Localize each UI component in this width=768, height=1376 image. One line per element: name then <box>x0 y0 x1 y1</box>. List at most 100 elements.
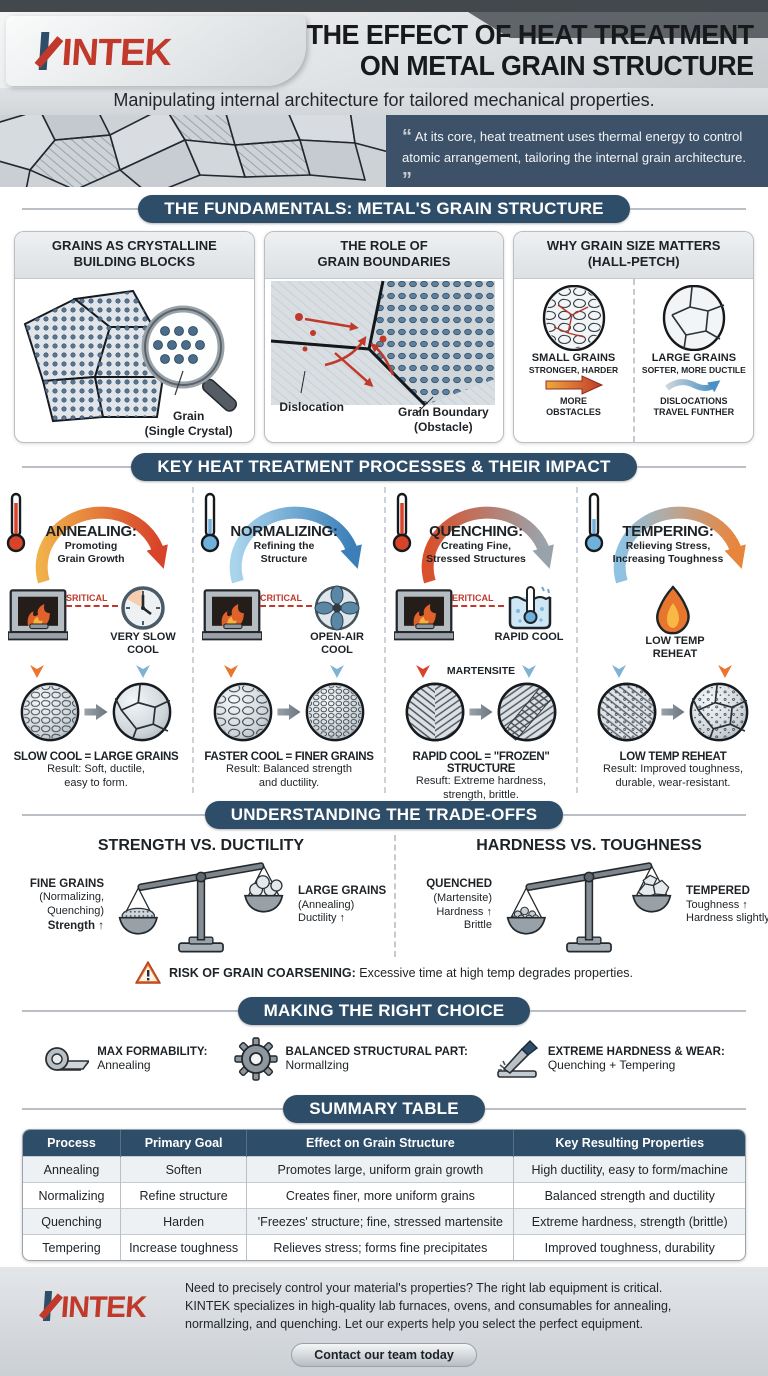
process-tempering: TEMPERING: Relieving Stress, Increasing … <box>576 487 768 793</box>
card-grains-building-blocks: GRAINS AS CRYSTALLINE BUILDING BLOCKS <box>14 231 255 443</box>
rolled-sheet-icon <box>45 1047 90 1071</box>
page-title-line1: THE EFFECT OF HEAT TREATMENT <box>307 19 754 50</box>
section-header-fundamentals: THE FUNDAMENTALS: METAL'S GRAIN STRUCTUR… <box>22 195 747 223</box>
logo-text: INTEK <box>59 1291 148 1325</box>
hardness-vs-toughness: HARDNESS VS. TOUGHNESS QUENCHED (Martens… <box>394 835 768 957</box>
tempering-arc-icon <box>613 506 746 584</box>
transform-arrow-icon <box>84 704 108 720</box>
page-title: THE EFFECT OF HEAT TREATMENT ON METAL GR… <box>307 19 754 82</box>
grain-after-icon <box>689 682 749 742</box>
annealing-arc-icon <box>35 506 168 584</box>
card-title: WHY GRAIN SIZE MATTERS (HALL-PETCH) <box>514 232 754 279</box>
balance-scale-icon <box>118 862 284 953</box>
critical-line-label: SRITICAL <box>66 593 118 607</box>
dislocations-travel-arrow-icon <box>665 379 721 393</box>
table-row: Annealing Soften Promotes large, uniform g… <box>23 1156 745 1183</box>
strength-vs-ductility: STRENGTH VS. DUCTILITY FINE GRAINS (Norm… <box>8 835 394 957</box>
grain-crystal-illustration <box>23 289 238 423</box>
banner: “ At its core, heat treatment uses therm… <box>0 115 768 191</box>
logo-plate: INTEK <box>6 16 306 86</box>
choice-row: MAX FORMABILITY: Annealing BALANCED STRU… <box>0 1031 768 1087</box>
blue-down-arrow-icon <box>136 665 150 678</box>
normalizing-arc-icon <box>229 506 362 584</box>
quenching-arc-icon <box>421 506 554 584</box>
transform-arrow-icon <box>469 704 493 720</box>
process-normalizing: NORMALIZING: Refining the Structure CRIT… <box>192 487 384 793</box>
process-columns: ANNEALING: Promoting Grain Growth SRITIC… <box>0 487 768 801</box>
grain-texture-image <box>0 115 400 187</box>
process-annealing: ANNEALING: Promoting Grain Growth SRITIC… <box>0 487 192 793</box>
quote-box: “ At its core, heat treatment uses therm… <box>386 115 768 191</box>
grain-coarsening-warning: RISK OF GRAIN COARSENING: Excessive time… <box>0 957 768 989</box>
orange-down-arrow-icon <box>224 665 238 678</box>
large-grains-icon <box>662 285 726 351</box>
grain-boundary-label: Grain Boundary (Obstacle) <box>398 405 489 434</box>
contact-button[interactable]: Contact our team today <box>291 1343 477 1368</box>
table-header-row: Process Primary Goal Effect on Grain Str… <box>23 1130 745 1157</box>
page-subtitle: Manipulating internal architecture for t… <box>0 88 768 115</box>
section-header-processes: KEY HEAT TREATMENT PROCESSES & THEIR IMP… <box>22 453 746 481</box>
grain-after-icon <box>112 682 172 742</box>
header: INTEK THE EFFECT OF HEAT TREATMENT ON ME… <box>0 12 768 88</box>
grain-after-icon <box>497 682 557 742</box>
logo-k-icon <box>33 32 66 70</box>
col-header-process: Process <box>23 1130 121 1157</box>
grain-before-icon <box>213 682 273 742</box>
martensite-label: MARTENSITE <box>446 665 516 677</box>
transform-arrow-icon <box>661 704 685 720</box>
choice-quench-temper: EXTREME HARDNESS & WEAR: Quenching + Tem… <box>494 1039 725 1079</box>
grain-caption: Grain (Single Crystal) <box>144 409 233 438</box>
balance-scale-icon <box>506 862 672 953</box>
thermometer-icon <box>392 492 412 553</box>
col-header-properties: Key Resulting Properties <box>513 1130 745 1157</box>
critical-line-label: CRITICAL <box>260 593 312 607</box>
fan-icon <box>314 585 360 631</box>
quote-text: At its core, heat treatment uses thermal… <box>402 129 746 165</box>
quenched-label: QUENCHED (Martensite) Hardness ↑ Brittle <box>426 878 492 932</box>
flame-icon <box>656 585 690 635</box>
blue-down-arrow-icon <box>612 665 626 678</box>
footer: INTEK Need to precisely control your mat… <box>0 1267 768 1376</box>
grain-boundary-illustration <box>270 280 495 414</box>
card-title: GRAINS AS CRYSTALLINE BUILDING BLOCKS <box>15 232 254 279</box>
footer-text: Need to precisely control your material'… <box>185 1281 672 1332</box>
section-pill: THE FUNDAMENTALS: METAL'S GRAIN STRUCTUR… <box>138 195 630 223</box>
summary-table: Process Primary Goal Effect on Grain Str… <box>22 1129 746 1261</box>
blue-down-arrow-icon <box>522 665 536 678</box>
card-grain-boundaries: THE ROLE OF GRAIN BOUNDARIES <box>263 231 505 443</box>
furnace-icon <box>8 589 68 641</box>
close-quote-icon: ” <box>402 168 412 191</box>
fundamentals-cards: GRAINS AS CRYSTALLINE BUILDING BLOCKS <box>0 229 768 445</box>
small-grains-half: SMALL GRAINS STRONGER, HARDER MORE OBSTAC… <box>514 279 632 442</box>
header-corner-band <box>468 12 768 38</box>
grain-before-icon <box>597 682 657 742</box>
section-header-summary: SUMMARY TABLE <box>22 1095 746 1123</box>
orange-down-arrow-icon <box>718 665 732 678</box>
logo-text: INTEK <box>60 31 173 74</box>
fine-grains-label: FINE GRAINS (Normalizing, Quenching) Str… <box>29 877 104 932</box>
blue-down-arrow-icon <box>330 665 344 678</box>
warning-icon <box>135 961 161 984</box>
dislocation-label: Dislocation <box>279 399 345 414</box>
section-pill: SUMMARY TABLE <box>283 1095 485 1123</box>
section-pill: MAKING THE RIGHT CHOICE <box>237 997 531 1025</box>
thermometer-icon <box>584 492 604 553</box>
col-header-effect: Effect on Grain Structure <box>246 1130 514 1157</box>
page-title-line2: ON METAL GRAIN STRUCTURE <box>360 49 754 81</box>
red-down-arrow-icon <box>416 665 430 678</box>
quench-bath-icon <box>508 586 552 630</box>
col-header-goal: Primary Goal <box>119 1130 247 1157</box>
clock-icon <box>121 586 165 630</box>
open-quote-icon: “ <box>402 126 412 148</box>
thermometer-icon <box>6 492 26 553</box>
transform-arrow-icon <box>277 704 301 720</box>
table-row: Tempering Increase toughness Relieves stre… <box>23 1234 745 1260</box>
critical-line-label: ERITICAL <box>452 593 504 607</box>
thermometer-icon <box>200 492 220 553</box>
table-row: Quenching Harden 'Freezes' structure; fine… <box>23 1208 745 1235</box>
more-obstacles-arrow-icon <box>545 375 603 395</box>
top-bar <box>0 0 768 12</box>
card-title: THE ROLE OF GRAIN BOUNDARIES <box>264 232 504 279</box>
grain-before-icon <box>405 682 465 742</box>
